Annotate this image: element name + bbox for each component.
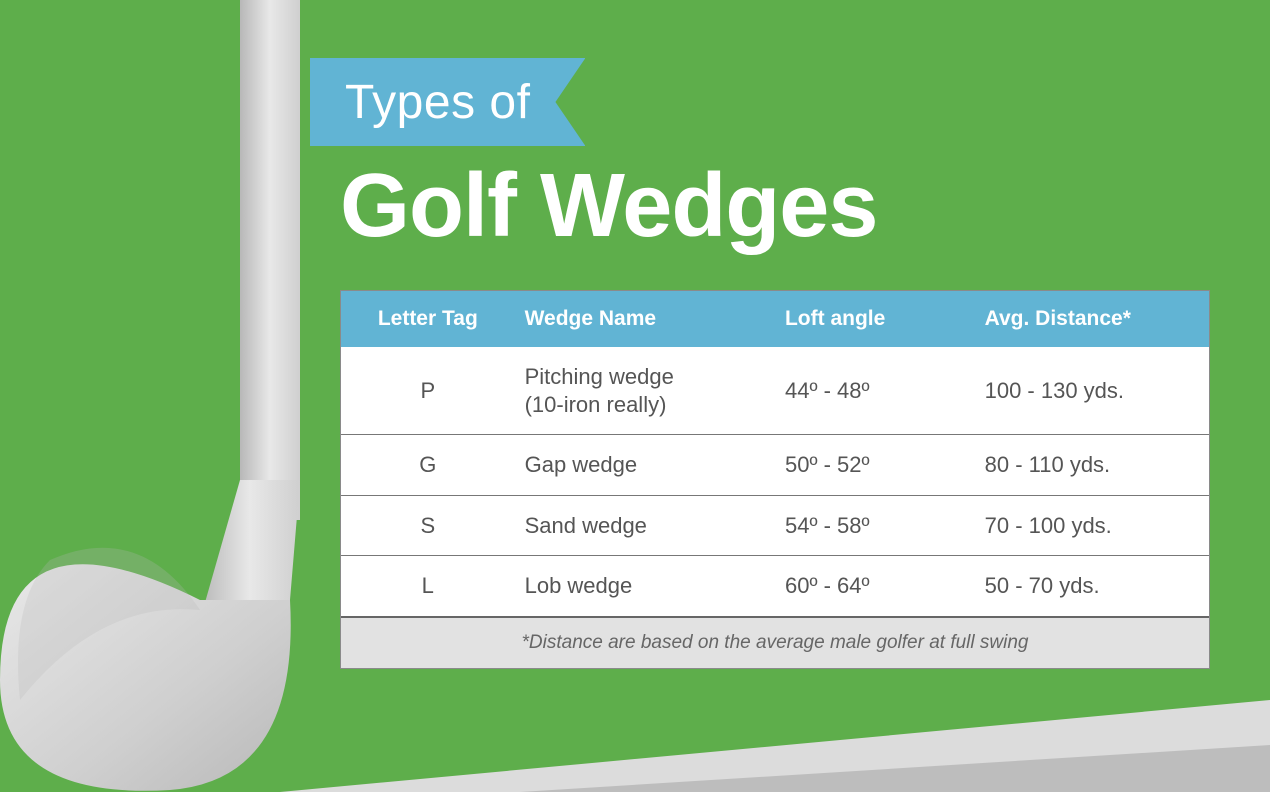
cell-name: Gap wedge (515, 435, 775, 496)
col-letter-tag: Letter Tag (341, 291, 515, 347)
table-header-row: Letter Tag Wedge Name Loft angle Avg. Di… (341, 291, 1209, 347)
table-body: PPitching wedge(10-iron really)44º - 48º… (341, 347, 1209, 617)
cell-tag: P (341, 347, 515, 435)
cell-tag: S (341, 495, 515, 556)
cell-tag: L (341, 556, 515, 617)
wedges-table: Letter Tag Wedge Name Loft angle Avg. Di… (340, 290, 1210, 669)
title-ribbon: Types of (310, 58, 585, 146)
cell-dist: 100 - 130 yds. (975, 347, 1209, 435)
page-title: Golf Wedges (340, 155, 877, 258)
table-row: PPitching wedge(10-iron really)44º - 48º… (341, 347, 1209, 435)
cell-tag: G (341, 435, 515, 496)
table-footnote: *Distance are based on the average male … (341, 618, 1209, 668)
cell-dist: 50 - 70 yds. (975, 556, 1209, 617)
cell-dist: 70 - 100 yds. (975, 495, 1209, 556)
cell-dist: 80 - 110 yds. (975, 435, 1209, 496)
cell-loft: 54º - 58º (775, 495, 975, 556)
cell-loft: 44º - 48º (775, 347, 975, 435)
col-wedge-name: Wedge Name (515, 291, 775, 347)
cell-loft: 50º - 52º (775, 435, 975, 496)
table-row: LLob wedge60º - 64º50 - 70 yds. (341, 556, 1209, 617)
cell-loft: 60º - 64º (775, 556, 975, 617)
cell-name: Lob wedge (515, 556, 775, 617)
table-row: GGap wedge50º - 52º80 - 110 yds. (341, 435, 1209, 496)
table-row: SSand wedge54º - 58º70 - 100 yds. (341, 495, 1209, 556)
col-loft-angle: Loft angle (775, 291, 975, 347)
cell-name: Sand wedge (515, 495, 775, 556)
title-prefix: Types of (345, 75, 530, 130)
cell-name: Pitching wedge(10-iron really) (515, 347, 775, 435)
col-avg-distance: Avg. Distance* (975, 291, 1209, 347)
